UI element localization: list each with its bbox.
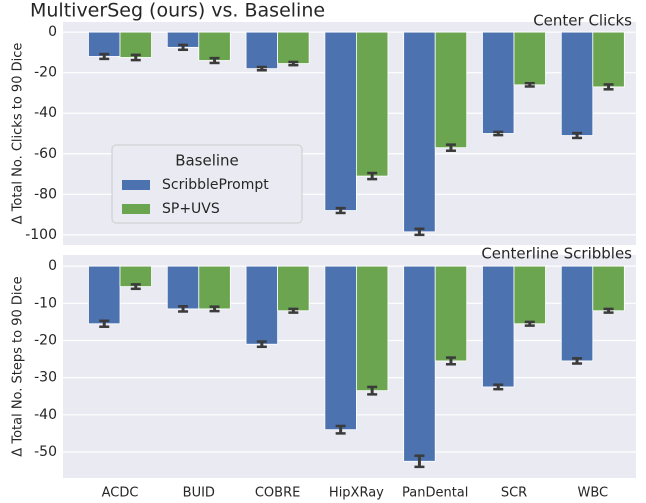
legend-swatch (122, 204, 150, 214)
error-bar (445, 143, 456, 152)
bar (434, 265, 468, 362)
bar (245, 31, 279, 70)
bar (277, 265, 310, 312)
x-tick-label: ACDC (102, 486, 139, 501)
error-bar (367, 385, 378, 396)
bar (592, 31, 625, 88)
error-bar (288, 60, 299, 67)
bar (403, 31, 436, 233)
x-tick-label: PanDental (402, 486, 468, 501)
bar (513, 265, 546, 325)
bar (88, 265, 121, 325)
bar (324, 265, 357, 431)
bar (198, 31, 231, 61)
legend-title: Baseline (175, 152, 239, 170)
error-bar (493, 383, 504, 391)
error-bar (288, 307, 299, 314)
y-tick-label: -50 (34, 444, 57, 460)
bar (166, 265, 200, 310)
error-bar (130, 283, 141, 291)
bar (560, 31, 594, 136)
y-axis-label: Δ Total No. Clicks to 90 Dice (11, 43, 26, 225)
x-tick-label: COBRE (255, 486, 300, 501)
bar (324, 31, 357, 211)
error-bar (493, 130, 504, 137)
y-axis-label: Δ Total No. Steps to 90 Dice (11, 276, 26, 456)
y-tick-label: 0 (48, 24, 57, 40)
x-tick-label: WBC (577, 486, 608, 501)
bar (119, 31, 152, 58)
y-tick-label: -30 (34, 370, 57, 386)
error-bar (367, 171, 378, 181)
error-bar (572, 357, 583, 365)
bar (198, 265, 231, 310)
subplot-title: Center Clicks (533, 12, 632, 30)
figure-title: MultiverSeg (ours) vs. Baseline (30, 0, 325, 22)
bar (355, 265, 389, 392)
error-bar (209, 305, 220, 313)
error-bar (178, 43, 189, 52)
bar (592, 265, 625, 312)
bar (277, 31, 310, 64)
legend-swatch (122, 180, 150, 190)
bar (434, 31, 468, 149)
error-bar (256, 340, 267, 349)
error-bar (572, 131, 583, 140)
bar (403, 265, 436, 462)
error-bar (414, 454, 425, 469)
y-tick-label: -60 (34, 146, 57, 162)
legend-label: ScribblePrompt (162, 177, 269, 193)
error-bar (414, 227, 425, 237)
x-tick-label: BUID (183, 486, 215, 501)
error-bar (603, 83, 614, 91)
error-bar (524, 320, 535, 327)
error-bar (209, 56, 220, 65)
subplot-title: Centerline Scribbles (481, 245, 632, 263)
bar (482, 265, 515, 388)
error-bar (445, 356, 456, 366)
y-tick-label: -40 (34, 407, 57, 423)
legend-box (111, 144, 303, 224)
error-bar (256, 65, 267, 72)
y-tick-label: -10 (34, 295, 57, 311)
error-bar (524, 81, 535, 88)
bar (245, 265, 279, 345)
y-tick-label: -20 (34, 332, 57, 348)
bar (513, 31, 546, 86)
x-tick-label: HipXRay (329, 486, 384, 501)
y-tick-label: -80 (34, 186, 57, 202)
y-tick-label: 0 (48, 258, 57, 274)
y-tick-label: -20 (34, 65, 57, 81)
error-bar (603, 307, 614, 314)
error-bar (130, 53, 141, 62)
error-bar (335, 206, 346, 215)
error-bar (335, 424, 346, 435)
legend-label: SP+UVS (162, 201, 220, 217)
bar (560, 265, 594, 362)
x-tick-label: SCR (501, 486, 527, 501)
error-bar (99, 319, 110, 328)
error-bar (178, 305, 189, 313)
bar (355, 31, 389, 177)
y-tick-label: -100 (25, 227, 57, 243)
y-tick-label: -40 (34, 105, 57, 121)
bar (482, 31, 515, 134)
error-bar (99, 52, 110, 61)
